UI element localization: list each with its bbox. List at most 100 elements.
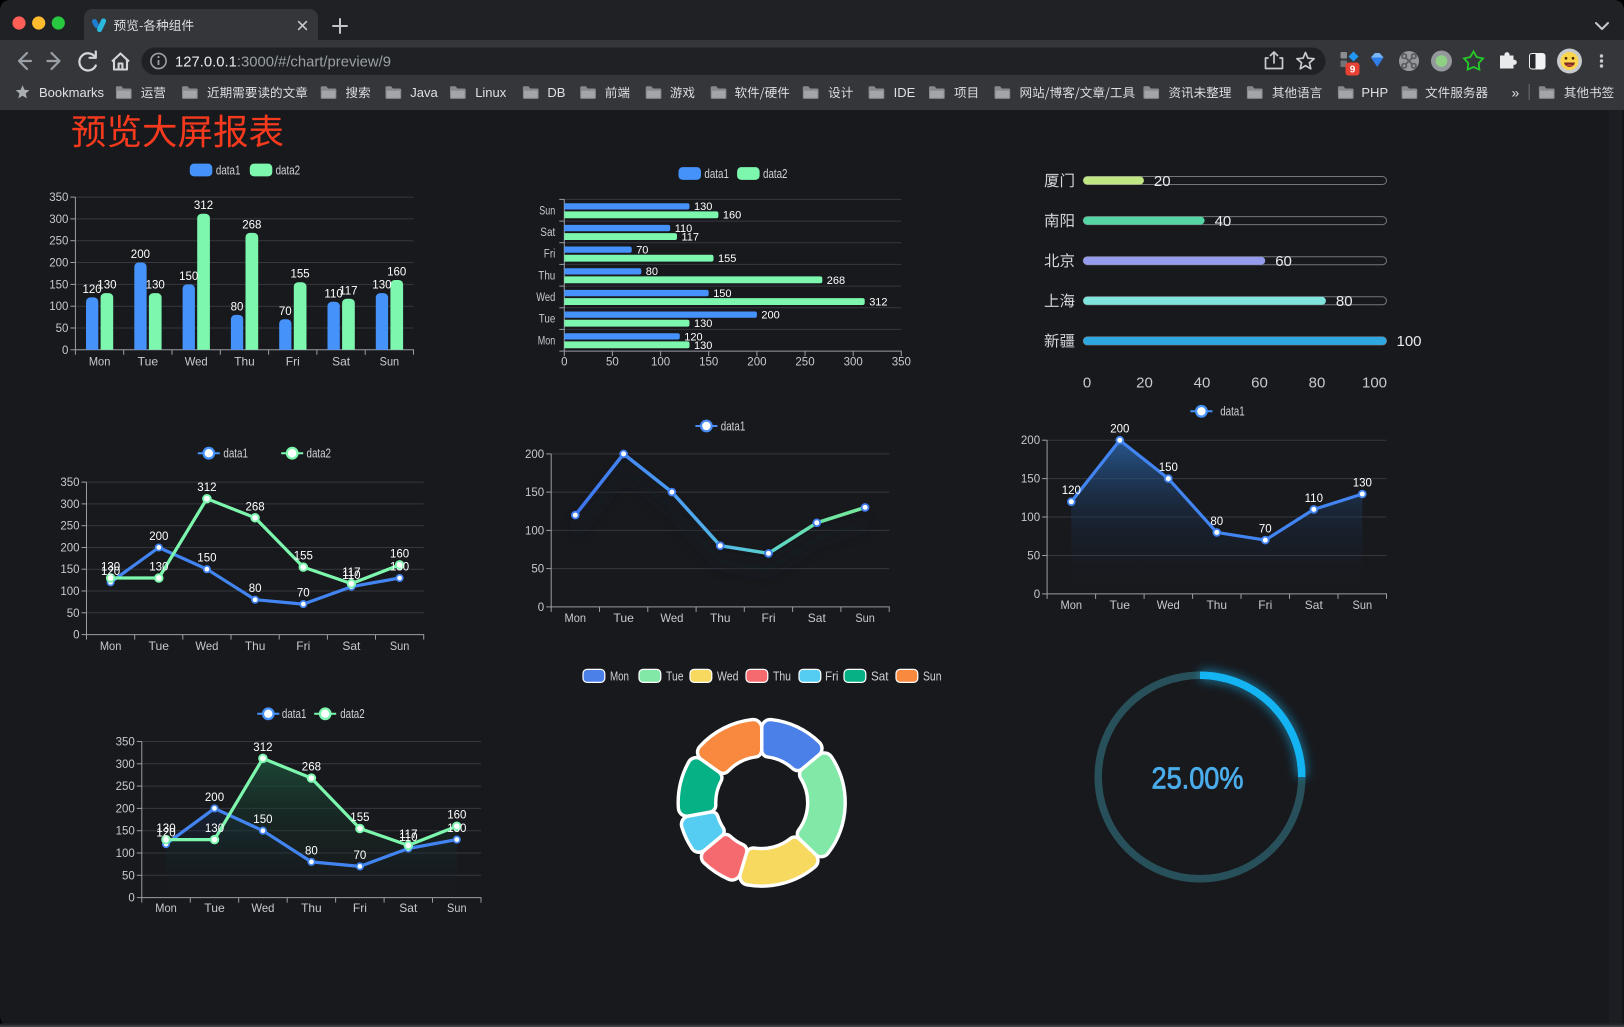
svg-text:Fri: Fri bbox=[286, 354, 300, 368]
svg-text:data1: data1 bbox=[704, 167, 729, 181]
svg-text:268: 268 bbox=[246, 501, 265, 513]
svg-text:130: 130 bbox=[205, 823, 224, 835]
svg-text:300: 300 bbox=[844, 356, 863, 368]
svg-text:100: 100 bbox=[651, 356, 670, 368]
svg-text:268: 268 bbox=[827, 275, 845, 287]
svg-text:250: 250 bbox=[60, 521, 79, 533]
svg-text:Mon: Mon bbox=[565, 611, 587, 625]
svg-text:Wed: Wed bbox=[717, 669, 739, 683]
svg-text:data1: data1 bbox=[282, 707, 307, 721]
svg-text:100: 100 bbox=[1397, 333, 1422, 350]
svg-text:Sat: Sat bbox=[540, 227, 556, 239]
svg-text:127.0.0.1:3000/#/chart/preview: 127.0.0.1:3000/#/chart/preview/9 bbox=[175, 54, 391, 71]
svg-text:200: 200 bbox=[60, 543, 79, 555]
svg-text:300: 300 bbox=[60, 499, 79, 511]
svg-text:120: 120 bbox=[83, 284, 102, 296]
svg-text:117: 117 bbox=[399, 829, 417, 841]
svg-text:80: 80 bbox=[1336, 293, 1353, 310]
svg-text:Thu: Thu bbox=[710, 611, 731, 625]
svg-text:Mon: Mon bbox=[100, 639, 122, 653]
svg-text:130: 130 bbox=[694, 318, 712, 330]
svg-text:Wed: Wed bbox=[536, 292, 555, 304]
svg-text:160: 160 bbox=[390, 548, 409, 560]
svg-text:200: 200 bbox=[1021, 435, 1040, 447]
svg-text:0: 0 bbox=[538, 602, 544, 614]
svg-text:50: 50 bbox=[531, 564, 544, 576]
svg-text:200: 200 bbox=[525, 449, 544, 461]
svg-text:80: 80 bbox=[1309, 375, 1326, 392]
svg-text:Sun: Sun bbox=[390, 639, 410, 653]
svg-text:80: 80 bbox=[305, 845, 318, 857]
svg-text:110: 110 bbox=[399, 832, 417, 844]
svg-text:0: 0 bbox=[62, 345, 68, 357]
svg-text:130: 130 bbox=[390, 562, 409, 574]
svg-text:100: 100 bbox=[1362, 375, 1387, 392]
svg-text:200: 200 bbox=[747, 356, 766, 368]
svg-text:80: 80 bbox=[231, 301, 244, 313]
svg-text:data2: data2 bbox=[307, 447, 332, 461]
svg-text:Tue: Tue bbox=[204, 901, 225, 915]
svg-text:Java: Java bbox=[410, 85, 438, 100]
svg-text:0: 0 bbox=[73, 630, 79, 642]
svg-text:Thu: Thu bbox=[245, 639, 266, 653]
svg-text:100: 100 bbox=[49, 301, 68, 313]
svg-text:200: 200 bbox=[1110, 424, 1129, 436]
svg-text:Sun: Sun bbox=[923, 669, 942, 683]
svg-text:Fri: Fri bbox=[825, 669, 839, 683]
svg-text:200: 200 bbox=[131, 249, 150, 261]
svg-text:268: 268 bbox=[242, 219, 261, 231]
svg-text:80: 80 bbox=[1210, 516, 1223, 528]
svg-text:312: 312 bbox=[869, 296, 887, 308]
svg-text:50: 50 bbox=[67, 608, 80, 620]
svg-text:150: 150 bbox=[253, 814, 272, 826]
svg-text:160: 160 bbox=[447, 810, 466, 822]
svg-text:350: 350 bbox=[49, 192, 68, 204]
svg-text:Fri: Fri bbox=[544, 249, 556, 261]
svg-text:Sun: Sun bbox=[380, 354, 400, 368]
svg-text:160: 160 bbox=[723, 210, 741, 222]
svg-text:50: 50 bbox=[122, 870, 135, 882]
svg-text:150: 150 bbox=[49, 279, 68, 291]
svg-text:50: 50 bbox=[56, 323, 69, 335]
svg-text:Fri: Fri bbox=[353, 901, 367, 915]
svg-text:130: 130 bbox=[146, 280, 165, 292]
svg-text:Linux: Linux bbox=[475, 85, 507, 100]
svg-text:117: 117 bbox=[339, 285, 357, 297]
svg-text:60: 60 bbox=[1251, 375, 1268, 392]
svg-text:20: 20 bbox=[1136, 375, 1153, 392]
svg-text:Thu: Thu bbox=[773, 669, 791, 683]
svg-text:150: 150 bbox=[699, 356, 718, 368]
svg-text:100: 100 bbox=[116, 848, 135, 860]
svg-text:60: 60 bbox=[1275, 253, 1292, 270]
svg-text:data2: data2 bbox=[340, 707, 365, 721]
svg-text:100: 100 bbox=[1021, 512, 1040, 524]
svg-text:40: 40 bbox=[1194, 375, 1211, 392]
svg-text:data1: data1 bbox=[721, 419, 746, 433]
svg-text:Tue: Tue bbox=[138, 354, 159, 368]
svg-text:120: 120 bbox=[156, 828, 175, 840]
svg-text:Thu: Thu bbox=[538, 270, 555, 282]
svg-text:Sat: Sat bbox=[1305, 598, 1324, 612]
svg-text:Sun: Sun bbox=[539, 205, 555, 217]
svg-text:250: 250 bbox=[116, 781, 135, 793]
svg-text:Sat: Sat bbox=[342, 639, 361, 653]
svg-text:100: 100 bbox=[60, 586, 79, 598]
svg-text:data1: data1 bbox=[223, 447, 248, 461]
svg-text:Sun: Sun bbox=[855, 611, 875, 625]
svg-text:70: 70 bbox=[279, 306, 292, 318]
svg-text:9: 9 bbox=[1350, 65, 1356, 76]
svg-text:IDE: IDE bbox=[894, 85, 916, 100]
svg-text:150: 150 bbox=[1021, 474, 1040, 486]
svg-text:20: 20 bbox=[1154, 173, 1171, 190]
svg-text:200: 200 bbox=[149, 531, 168, 543]
svg-text:data2: data2 bbox=[276, 163, 301, 177]
svg-text:110: 110 bbox=[1305, 493, 1323, 505]
svg-text:100: 100 bbox=[525, 525, 544, 537]
svg-text:130: 130 bbox=[156, 823, 175, 835]
svg-text:Wed: Wed bbox=[195, 639, 218, 653]
svg-text:117: 117 bbox=[682, 231, 700, 243]
svg-text:250: 250 bbox=[49, 236, 68, 248]
svg-text:350: 350 bbox=[60, 477, 79, 489]
svg-text:160: 160 bbox=[387, 267, 406, 279]
svg-text:50: 50 bbox=[606, 356, 619, 368]
